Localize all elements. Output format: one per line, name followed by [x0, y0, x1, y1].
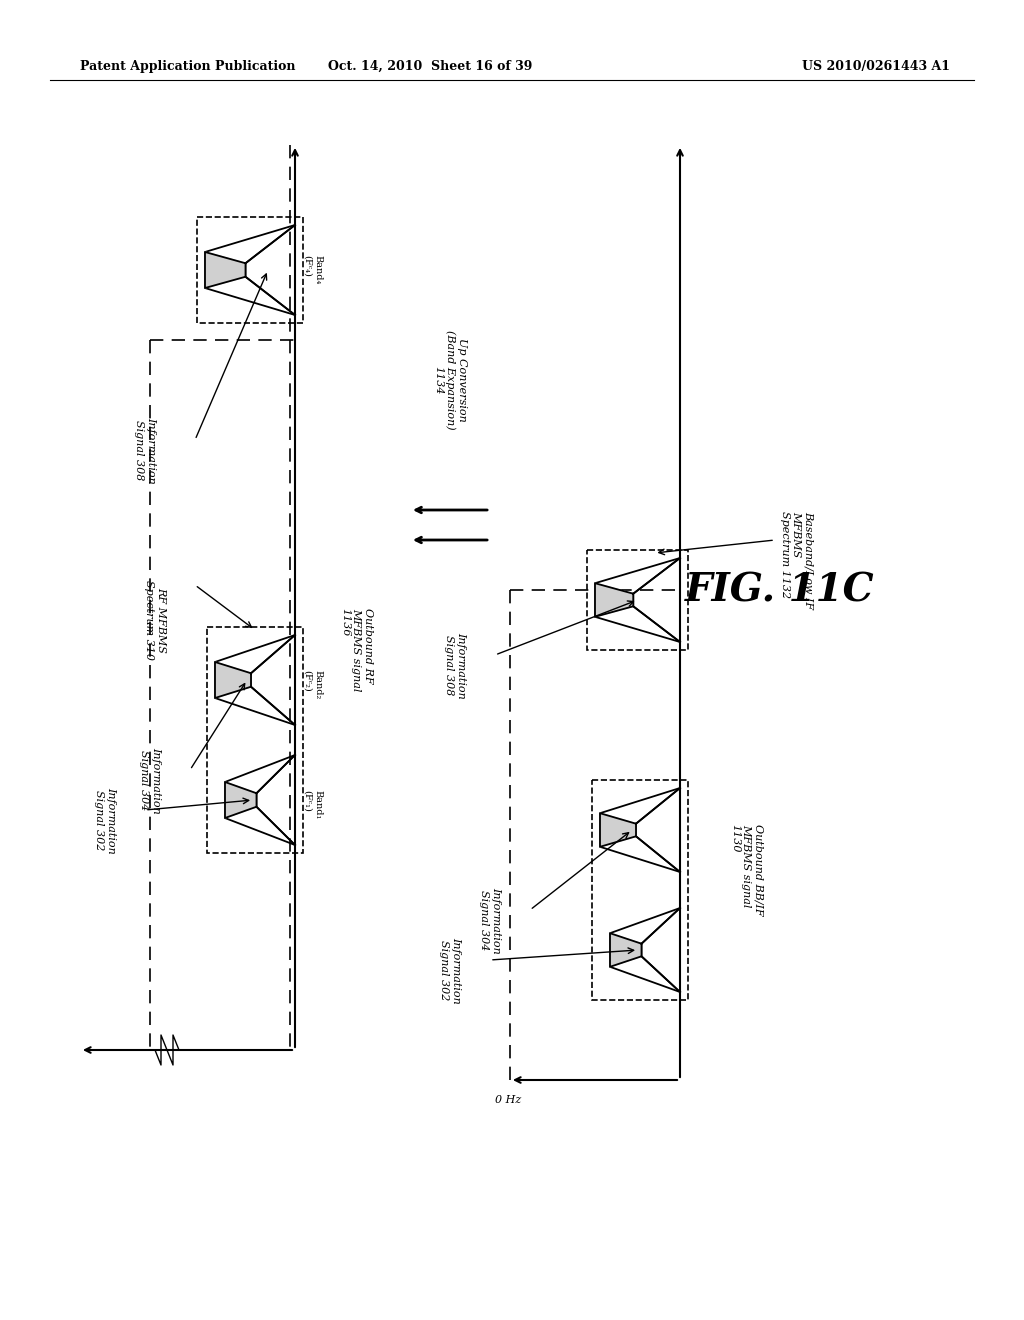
Bar: [592, 780, 688, 1001]
Bar: [197, 216, 303, 323]
Text: Patent Application Publication: Patent Application Publication: [80, 59, 296, 73]
Text: Band₁
(Fᶜ₁): Band₁ (Fᶜ₁): [303, 791, 323, 820]
Text: Information
Signal 302: Information Signal 302: [94, 787, 116, 853]
Text: RF MFBMS
Spectrum 310: RF MFBMS Spectrum 310: [144, 579, 166, 660]
Text: Information
Signal 308: Information Signal 308: [134, 417, 156, 483]
Text: Band₂
(Fᶜ₂): Band₂ (Fᶜ₂): [303, 671, 323, 700]
Text: Information
Signal 304: Information Signal 304: [479, 887, 501, 953]
Text: Information
Signal 302: Information Signal 302: [439, 937, 461, 1003]
Text: Outbound BB/IF
MFBMS signal
1130: Outbound BB/IF MFBMS signal 1130: [730, 824, 763, 916]
Text: Oct. 14, 2010  Sheet 16 of 39: Oct. 14, 2010 Sheet 16 of 39: [328, 59, 532, 73]
Text: FIG. 11C: FIG. 11C: [685, 572, 874, 609]
Bar: [587, 550, 688, 649]
Polygon shape: [225, 781, 256, 818]
Text: Information
Signal 308: Information Signal 308: [444, 632, 466, 698]
Text: Outbound RF
MFBMS signal
1136: Outbound RF MFBMS signal 1136: [340, 609, 373, 692]
Polygon shape: [600, 813, 636, 847]
Polygon shape: [595, 583, 633, 616]
Polygon shape: [205, 252, 246, 288]
Polygon shape: [610, 933, 641, 966]
Polygon shape: [215, 663, 251, 698]
Text: Information
Signal 304: Information Signal 304: [139, 747, 161, 813]
Text: 0 Hz: 0 Hz: [495, 1096, 521, 1105]
Text: US 2010/0261443 A1: US 2010/0261443 A1: [802, 59, 950, 73]
Bar: [207, 627, 303, 853]
Text: Band₄
(Fᶜ₄): Band₄ (Fᶜ₄): [303, 255, 323, 285]
Text: Up Conversion
(Band Expansion)
1134: Up Conversion (Band Expansion) 1134: [433, 330, 467, 430]
Text: Baseband/Low IF
MFBMS
Spectrum 1132: Baseband/Low IF MFBMS Spectrum 1132: [780, 511, 813, 609]
